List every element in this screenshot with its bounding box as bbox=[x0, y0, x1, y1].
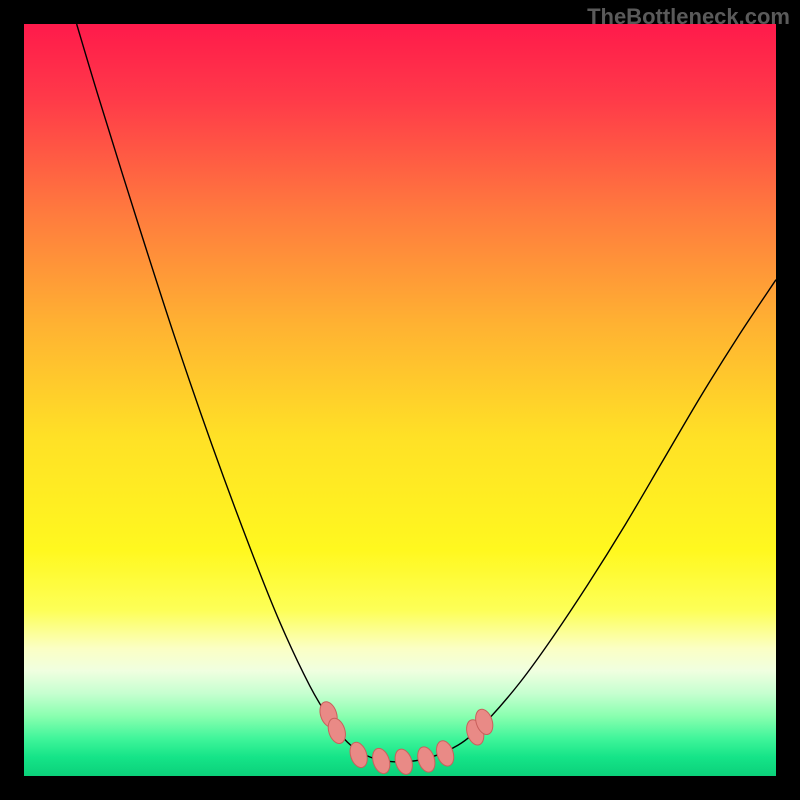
chart-svg bbox=[24, 24, 776, 776]
plot-area bbox=[24, 24, 776, 776]
gradient-background bbox=[24, 24, 776, 776]
chart-frame: TheBottleneck.com bbox=[0, 0, 800, 800]
watermark-text: TheBottleneck.com bbox=[587, 4, 790, 30]
